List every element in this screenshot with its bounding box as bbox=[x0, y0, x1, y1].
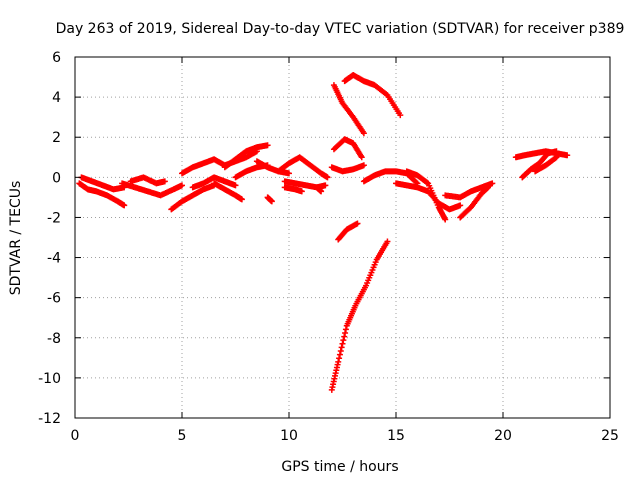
y-tick-label: -12 bbox=[38, 411, 61, 427]
data-point bbox=[121, 202, 128, 209]
data-point bbox=[424, 179, 431, 186]
series-arc-15 bbox=[281, 184, 305, 195]
data-point bbox=[384, 238, 391, 245]
chart-title: Day 263 of 2019, Sidereal Day-to-day VTE… bbox=[56, 21, 625, 37]
data-point bbox=[339, 340, 346, 347]
y-tick-label: -4 bbox=[47, 251, 61, 267]
data-point bbox=[552, 155, 559, 162]
data-point bbox=[179, 182, 185, 189]
series-arc-13 bbox=[275, 154, 331, 181]
x-tick-label: 25 bbox=[601, 428, 619, 444]
series-arc-19 bbox=[341, 72, 404, 119]
data-point bbox=[358, 154, 365, 161]
series-arc-27 bbox=[457, 184, 492, 221]
data-point bbox=[322, 182, 329, 189]
grid bbox=[75, 57, 610, 418]
series-arc-2 bbox=[78, 174, 128, 193]
data-point bbox=[553, 154, 560, 161]
data-point bbox=[335, 358, 342, 365]
series-arc-9 bbox=[221, 142, 271, 171]
series-arc-7 bbox=[189, 174, 239, 191]
series-arc-12 bbox=[264, 194, 275, 205]
plot-frame bbox=[74, 56, 611, 419]
x-axis-label: GPS time / hours bbox=[281, 459, 398, 475]
y-tick-label: 2 bbox=[52, 130, 61, 146]
x-tick-label: 10 bbox=[280, 428, 298, 444]
data-point bbox=[342, 326, 349, 333]
data-point bbox=[318, 188, 325, 195]
series-arc-4 bbox=[127, 174, 168, 187]
series-arc-17 bbox=[328, 162, 367, 175]
series-arc-20 bbox=[330, 136, 365, 161]
series-arc-3 bbox=[119, 180, 185, 199]
data-point bbox=[286, 170, 292, 177]
data-point bbox=[336, 351, 343, 358]
data-point bbox=[341, 333, 348, 340]
axis-ticks: 0 5 10 15 20 25 -12 -10 -8 -6 -4 -2 0 2 4 6 bbox=[38, 50, 619, 444]
data-point bbox=[232, 182, 239, 189]
series-arc-25 bbox=[403, 168, 449, 223]
data-point bbox=[360, 162, 367, 169]
data-point bbox=[360, 130, 367, 137]
series-arc-30 bbox=[532, 154, 560, 175]
data-point bbox=[485, 184, 492, 191]
series-arc-29 bbox=[519, 148, 560, 181]
series-arc-18 bbox=[330, 82, 367, 137]
data-point bbox=[298, 188, 305, 195]
data-point bbox=[338, 344, 345, 351]
data-point bbox=[264, 142, 271, 149]
data-point bbox=[342, 329, 349, 336]
data-point bbox=[337, 348, 344, 355]
data-point bbox=[489, 180, 496, 187]
series-arc-1 bbox=[76, 180, 128, 209]
y-tick-label: 0 bbox=[52, 170, 61, 186]
series-arc-21 bbox=[335, 220, 361, 243]
data-point bbox=[268, 198, 275, 205]
data-point bbox=[161, 178, 168, 185]
data-point bbox=[397, 112, 404, 119]
data-point bbox=[457, 202, 464, 209]
data-point bbox=[354, 220, 361, 227]
y-tick-label: 6 bbox=[52, 50, 61, 66]
x-tick-label: 15 bbox=[387, 428, 405, 444]
y-tick-label: -2 bbox=[47, 210, 61, 226]
data-point bbox=[442, 216, 449, 223]
data-point bbox=[238, 196, 245, 203]
x-tick-label: 20 bbox=[494, 428, 512, 444]
series-arc-22 bbox=[328, 238, 391, 393]
data-point bbox=[553, 148, 560, 155]
x-tick-label: 0 bbox=[71, 428, 80, 444]
x-tick-label: 5 bbox=[178, 428, 187, 444]
data-point bbox=[340, 337, 347, 344]
data-point bbox=[324, 174, 331, 181]
data-point bbox=[564, 152, 571, 159]
series-arc-8 bbox=[211, 180, 245, 203]
y-tick-label: -8 bbox=[47, 331, 61, 347]
y-axis-label: SDTVAR / TECUs bbox=[8, 181, 24, 296]
data-point bbox=[336, 355, 343, 362]
data-area bbox=[76, 72, 571, 393]
y-tick-label: -6 bbox=[47, 291, 61, 307]
y-tick-label: -10 bbox=[38, 371, 61, 387]
series-arc-16 bbox=[313, 184, 325, 195]
y-tick-label: 4 bbox=[52, 90, 61, 106]
